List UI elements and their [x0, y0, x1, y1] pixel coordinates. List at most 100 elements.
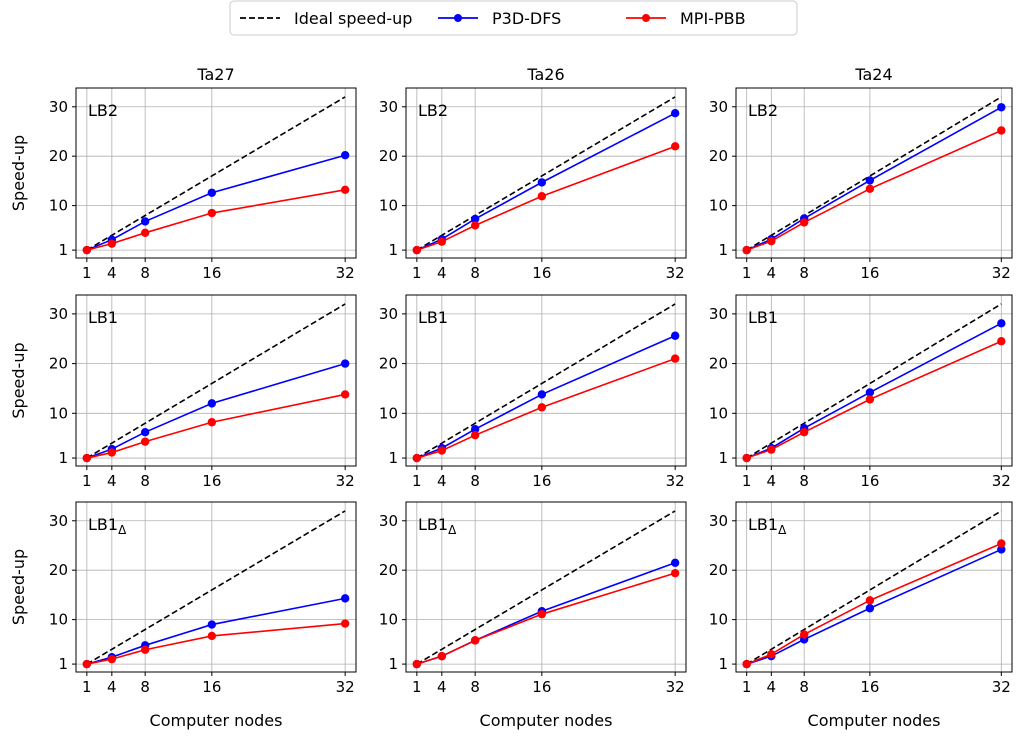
series-line-0	[746, 96, 1002, 251]
series-line-0	[86, 303, 346, 459]
data-point-s2-2	[470, 221, 480, 230]
y-tick-label: 20	[379, 561, 398, 579]
panel-label: LB1Δ	[88, 515, 127, 537]
data-point-s1-2	[470, 425, 480, 434]
series-line-2	[746, 542, 1002, 665]
x-tick-label: 4	[437, 678, 447, 696]
y-tick-label: 30	[49, 305, 68, 323]
y-tick-label: 1	[718, 241, 728, 259]
data-point-s2-0	[742, 245, 751, 255]
series-line-1	[746, 106, 1002, 251]
data-point-s1-3	[537, 178, 547, 187]
y-tick-label: 30	[709, 512, 728, 530]
y-tick-label: 10	[49, 404, 68, 422]
y-tick-label: 20	[709, 147, 728, 165]
x-tick-label: 32	[992, 678, 1011, 696]
data-point-s2-4	[670, 142, 680, 151]
data-point-s1-4	[997, 319, 1006, 328]
data-point-s2-2	[799, 218, 809, 227]
y-tick-label: 1	[58, 449, 68, 467]
panel-label-main: LB1	[748, 515, 778, 534]
panel-label: LB2	[748, 101, 778, 120]
x-tick-label: 32	[992, 264, 1011, 282]
x-tick-label: 4	[767, 264, 777, 282]
series-line-1	[416, 112, 676, 251]
y-tick-label: 1	[718, 449, 728, 467]
panel-label-sub: Δ	[448, 523, 457, 537]
y-tick-label: 10	[49, 611, 68, 629]
data-point-s1-4	[670, 558, 680, 567]
data-point-s1-4	[340, 594, 350, 603]
legend-marker-2	[642, 14, 650, 22]
column-title: Ta24	[854, 65, 892, 84]
y-axis-label: Speed-up	[9, 342, 28, 418]
x-tick-label: 1	[412, 678, 422, 696]
data-point-s2-4	[340, 619, 350, 628]
x-tick-label: 8	[470, 678, 480, 696]
y-tick-label: 20	[709, 561, 728, 579]
y-tick-label: 10	[709, 611, 728, 629]
data-point-s2-1	[437, 237, 447, 246]
panel-label: LB2	[88, 101, 118, 120]
data-point-s2-1	[437, 446, 447, 455]
x-tick-label: 1	[412, 264, 422, 282]
y-tick-label: 10	[379, 404, 398, 422]
x-tick-label: 1	[412, 472, 422, 490]
data-point-s1-3	[537, 390, 547, 399]
data-point-s2-1	[107, 239, 117, 248]
data-point-s2-0	[82, 659, 92, 669]
x-tick-label: 4	[437, 264, 447, 282]
legend-marker-1	[454, 14, 462, 22]
series-line-1	[416, 335, 676, 459]
data-point-s2-3	[865, 395, 875, 404]
x-tick-label: 32	[336, 678, 355, 696]
legend-label-2: MPI-PBB	[680, 9, 746, 28]
plot-frame	[735, 87, 1013, 259]
y-tick-label: 30	[379, 305, 398, 323]
data-point-s1-2	[140, 217, 150, 226]
data-point-s1-4	[340, 359, 350, 368]
x-tick-label: 4	[767, 678, 777, 696]
x-tick-label: 16	[860, 678, 879, 696]
x-tick-label: 16	[532, 472, 551, 490]
y-tick-label: 1	[58, 655, 68, 673]
data-point-s2-2	[470, 636, 480, 645]
y-tick-label: 1	[388, 449, 398, 467]
data-point-s1-4	[997, 545, 1006, 554]
data-point-s1-2	[140, 427, 150, 437]
y-tick-label: 10	[49, 197, 68, 215]
data-point-s1-3	[865, 604, 875, 613]
x-tick-label: 1	[82, 264, 92, 282]
plot-frame	[75, 501, 357, 673]
x-tick-label: 32	[666, 264, 685, 282]
plot-frame	[735, 501, 1013, 673]
series-line-1	[86, 362, 346, 459]
x-tick-label: 8	[470, 264, 480, 282]
data-point-s2-2	[140, 645, 150, 654]
series-line-1	[746, 322, 1002, 459]
x-tick-label: 8	[470, 472, 480, 490]
data-point-s2-2	[470, 430, 480, 440]
plot-frame	[75, 87, 357, 259]
x-tick-label: 8	[140, 678, 150, 696]
x-tick-label: 4	[767, 472, 777, 490]
panel-label-main: LB1	[88, 515, 118, 534]
y-tick-label: 30	[709, 305, 728, 323]
data-point-s2-0	[412, 245, 422, 255]
plot-frame	[405, 501, 687, 673]
plot-frame	[75, 294, 357, 467]
x-tick-label: 16	[202, 678, 221, 696]
panel-label-main: LB2	[418, 101, 448, 120]
data-point-s1-3	[207, 620, 217, 629]
data-point-s2-2	[140, 228, 150, 237]
data-point-s2-4	[997, 126, 1006, 135]
y-tick-label: 20	[49, 355, 68, 373]
y-tick-label: 1	[58, 241, 68, 259]
data-point-s1-4	[997, 103, 1006, 112]
data-point-s1-3	[207, 399, 217, 408]
